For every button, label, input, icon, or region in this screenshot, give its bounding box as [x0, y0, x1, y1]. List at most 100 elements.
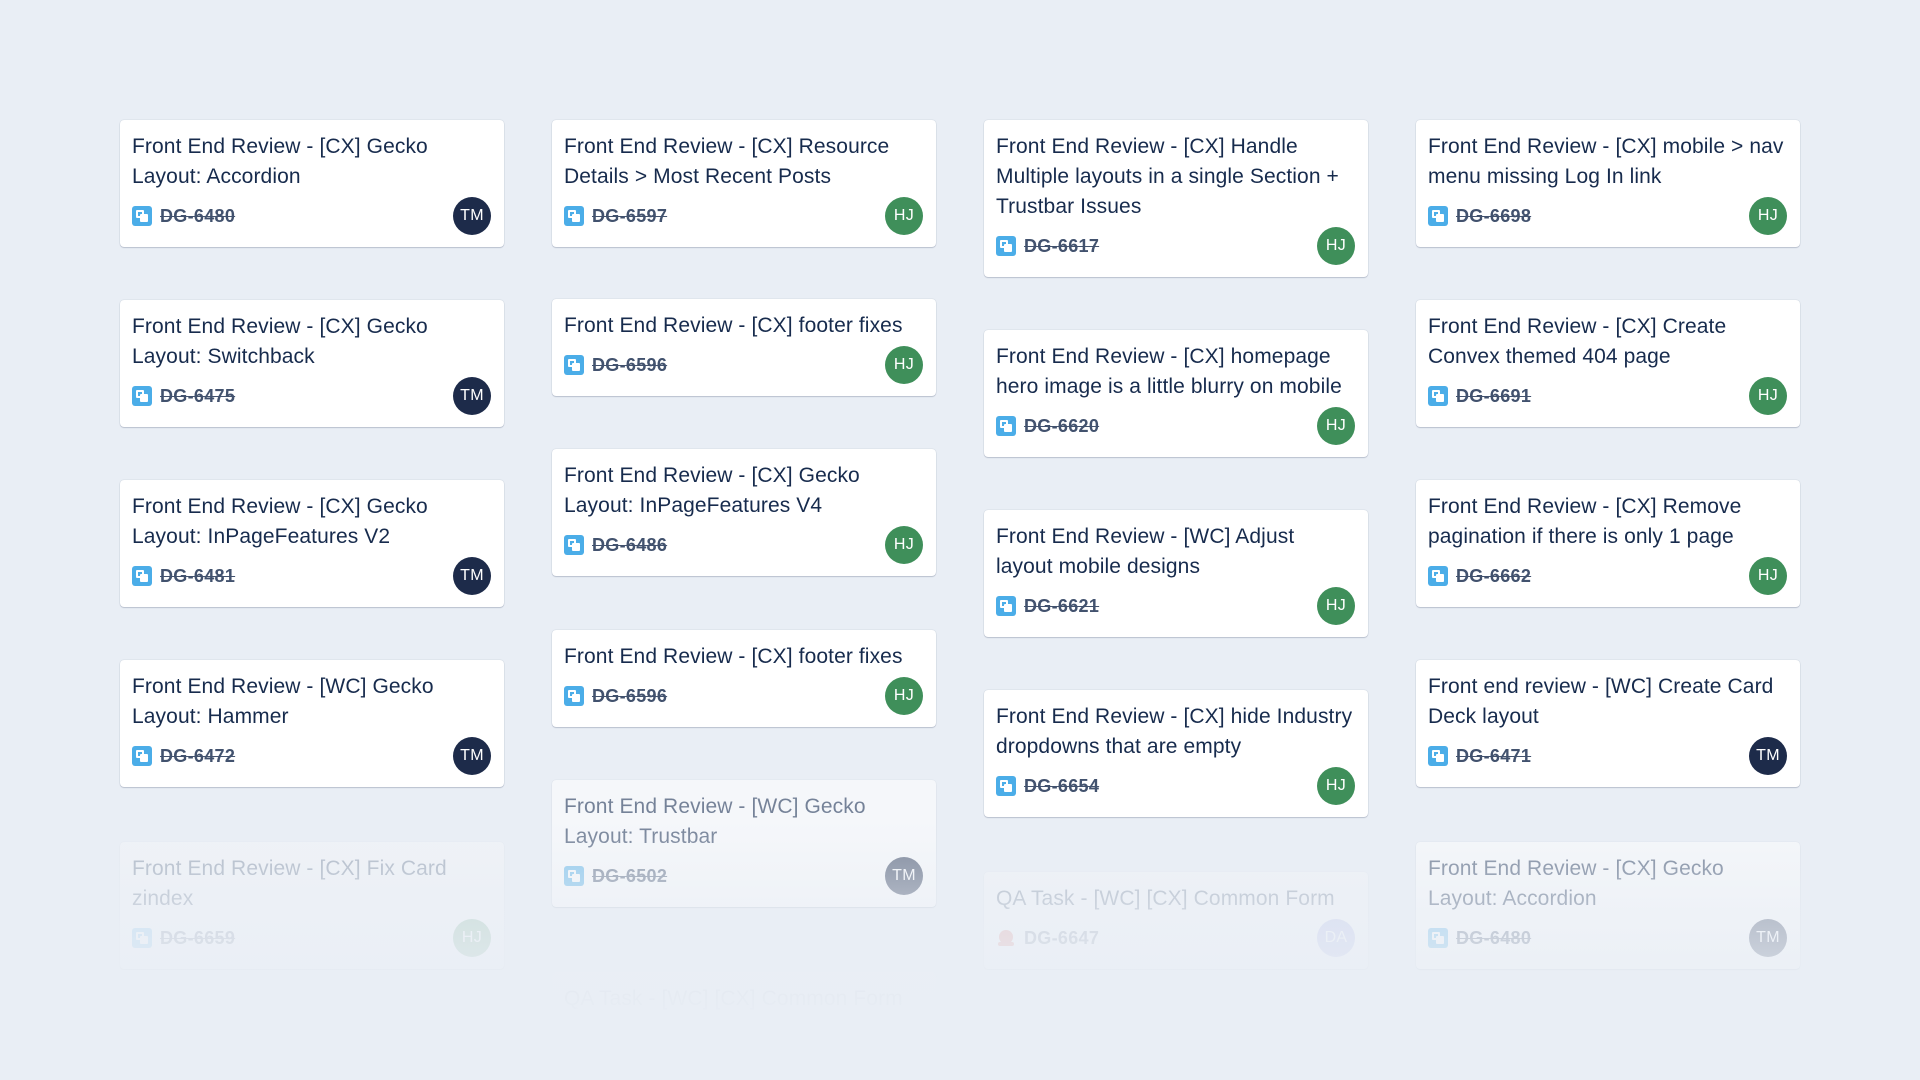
issue-card[interactable]: Front End Review - [CX] footer fixes DG-…	[552, 630, 936, 727]
issue-key[interactable]: DG-6654	[1024, 775, 1100, 796]
avatar[interactable]: TM	[1749, 919, 1787, 957]
avatar[interactable]: HJ	[1749, 377, 1787, 415]
issue-card[interactable]: Front End Review - [CX] mobile > nav men…	[1416, 120, 1800, 247]
avatar[interactable]: TM	[453, 557, 491, 595]
issue-card[interactable]: Front End Review - [CX] homepage hero im…	[984, 330, 1368, 457]
avatar[interactable]: HJ	[453, 919, 491, 957]
issue-card[interactable]: QA Task - [WC] [CX] Common Form DG-6647 …	[984, 872, 1368, 969]
issue-key[interactable]: DG-6472	[160, 745, 236, 766]
task-icon	[132, 566, 152, 586]
card-footer: DG-6659 HJ	[132, 919, 491, 957]
issue-key[interactable]: DG-6471	[1456, 745, 1532, 766]
issue-card[interactable]: Front End Review - [CX] Gecko Layout: Ac…	[120, 120, 504, 247]
issue-key[interactable]: DG-6621	[1024, 595, 1100, 616]
issue-key[interactable]: DG-6698	[1456, 205, 1532, 226]
card-footer: DG-6596 HJ	[564, 346, 923, 384]
avatar[interactable]: HJ	[885, 677, 923, 715]
card-title: Front End Review - [CX] footer fixes	[564, 645, 903, 668]
issue-card[interactable]: Front End Review - [WC] Gecko Layout: Ha…	[120, 660, 504, 787]
avatar[interactable]: HJ	[1317, 227, 1355, 265]
issue-card[interactable]: Front End Review - [CX] Remove paginatio…	[1416, 480, 1800, 607]
issue-key[interactable]: DG-6596	[592, 685, 668, 706]
task-icon	[132, 928, 152, 948]
issue-key[interactable]: DG-6691	[1456, 385, 1532, 406]
task-icon	[132, 746, 152, 766]
avatar[interactable]: HJ	[885, 197, 923, 235]
avatar[interactable]: DA	[1317, 919, 1355, 957]
issue-key[interactable]: DG-6596	[592, 354, 668, 375]
task-icon	[564, 206, 584, 226]
card-footer: DG-6621 HJ	[996, 587, 1355, 625]
issue-card[interactable]: Front End Review - [CX] Gecko Layout: Ac…	[1416, 842, 1800, 969]
card-title: QA Task - [WC] [CX] Common Form	[996, 887, 1335, 910]
avatar[interactable]: TM	[453, 197, 491, 235]
issue-card[interactable]: Front End Review - [WC] Gecko Layout: Tr…	[552, 780, 936, 907]
avatar[interactable]: TM	[453, 377, 491, 415]
issue-card[interactable]: Front End Review - [CX] Fix Card zindex …	[120, 842, 504, 969]
card-footer: DG-6662 HJ	[1428, 557, 1787, 595]
card-title: Front End Review - [CX] Gecko Layout: Ac…	[1428, 857, 1724, 910]
avatar[interactable]: HJ	[1749, 197, 1787, 235]
issue-card[interactable]: Front End Review - [CX] Create Convex th…	[1416, 300, 1800, 427]
card-title: Front End Review - [CX] Gecko Layout: In…	[132, 495, 428, 548]
issue-key[interactable]: DG-6662	[1456, 565, 1532, 586]
issue-card[interactable]: Front End Review - [CX] Handle Multiple …	[984, 120, 1368, 277]
issue-card[interactable]: Front End Review - [CX] hide Industry dr…	[984, 690, 1368, 817]
card-title: Front End Review - [CX] homepage hero im…	[996, 345, 1342, 398]
task-icon	[132, 206, 152, 226]
avatar[interactable]: HJ	[1317, 587, 1355, 625]
issue-card[interactable]: Front end review - [WC] Create Card Deck…	[1416, 660, 1800, 787]
avatar[interactable]: HJ	[885, 346, 923, 384]
card-title: Front End Review - [CX] Handle Multiple …	[996, 135, 1339, 218]
issue-key[interactable]: DG-6620	[1024, 415, 1100, 436]
avatar[interactable]: TM	[453, 737, 491, 775]
issue-key[interactable]: DG-6480	[160, 205, 236, 226]
task-icon	[132, 386, 152, 406]
card-footer: DG-6647 DA	[996, 919, 1355, 957]
issue-key[interactable]: DG-6659	[160, 927, 236, 948]
card-title: Front end review - [WC] Create Card Deck…	[1428, 675, 1774, 728]
avatar[interactable]: HJ	[1317, 767, 1355, 805]
task-icon	[564, 535, 584, 555]
task-icon	[564, 686, 584, 706]
task-icon	[996, 776, 1016, 796]
issue-key[interactable]: DG-6486	[592, 534, 668, 555]
task-icon	[1428, 206, 1448, 226]
card-title: Front End Review - [CX] footer fixes	[564, 314, 903, 337]
issue-key[interactable]: DG-6481	[160, 565, 236, 586]
issue-card[interactable]: QA Task - [WC] [CX] Common Form	[552, 972, 936, 1033]
issue-key[interactable]: DG-6480	[1456, 927, 1532, 948]
avatar[interactable]: HJ	[1317, 407, 1355, 445]
task-icon	[1428, 746, 1448, 766]
avatar[interactable]: HJ	[885, 526, 923, 564]
card-footer: DG-6475 TM	[132, 377, 491, 415]
avatar[interactable]: TM	[885, 857, 923, 895]
bug-icon	[996, 928, 1016, 948]
card-footer: DG-6597 HJ	[564, 197, 923, 235]
issue-card[interactable]: Front End Review - [CX] Gecko Layout: In…	[552, 449, 936, 576]
card-title: Front End Review - [CX] Create Convex th…	[1428, 315, 1727, 368]
card-footer: DG-6654 HJ	[996, 767, 1355, 805]
issue-key[interactable]: DG-6502	[592, 865, 668, 886]
card-title: Front End Review - [CX] Gecko Layout: In…	[564, 464, 860, 517]
issue-card[interactable]: Front End Review - [WC] Adjust layout mo…	[984, 510, 1368, 637]
card-footer: DG-6486 HJ	[564, 526, 923, 564]
card-title: Front End Review - [CX] Resource Details…	[564, 135, 890, 188]
issue-card[interactable]: Front End Review - [CX] Resource Details…	[552, 120, 936, 247]
card-title: Front End Review - [WC] Gecko Layout: Ha…	[132, 675, 434, 728]
card-footer: DG-6480 TM	[1428, 919, 1787, 957]
card-footer: DG-6691 HJ	[1428, 377, 1787, 415]
avatar[interactable]: HJ	[1749, 557, 1787, 595]
issue-key[interactable]: DG-6597	[592, 205, 668, 226]
issue-key[interactable]: DG-6475	[160, 385, 236, 406]
card-title: Front End Review - [CX] Fix Card zindex	[132, 857, 447, 910]
issue-card[interactable]: Front End Review - [CX] Gecko Layout: In…	[120, 480, 504, 607]
issue-key[interactable]: DG-6647	[1024, 927, 1100, 948]
card-footer: DG-6480 TM	[132, 197, 491, 235]
avatar[interactable]: TM	[1749, 737, 1787, 775]
issue-card[interactable]: Front End Review - [CX] footer fixes DG-…	[552, 299, 936, 396]
issue-card[interactable]: Front End Review - [CX] Gecko Layout: Sw…	[120, 300, 504, 427]
issue-key[interactable]: DG-6617	[1024, 235, 1100, 256]
card-title: Front End Review - [WC] Adjust layout mo…	[996, 525, 1295, 578]
card-footer: DG-6481 TM	[132, 557, 491, 595]
